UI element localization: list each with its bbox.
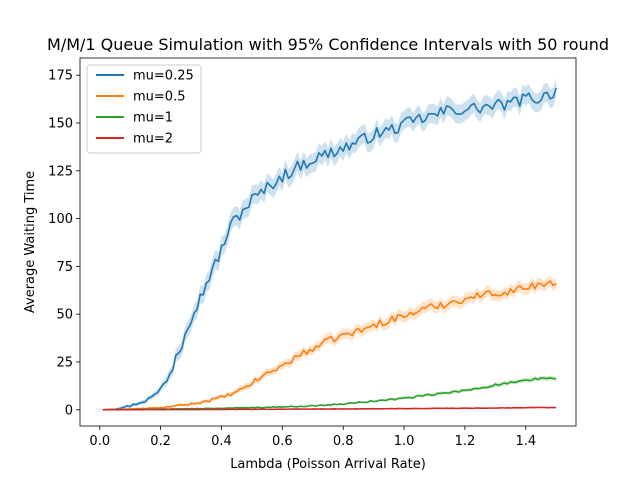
x-tick-label: 1.0 — [394, 434, 415, 449]
x-tick-label: 0.4 — [211, 434, 232, 449]
x-axis-label: Lambda (Poisson Arrival Rate) — [230, 457, 426, 472]
y-tick-label: 125 — [48, 164, 73, 179]
x-tick-label: 0.6 — [272, 434, 293, 449]
y-tick-label: 50 — [56, 308, 73, 323]
legend: mu=0.25 mu=0.5 mu=1 mu=2 — [86, 64, 202, 154]
legend-label-0: mu=0.25 — [133, 69, 194, 84]
legend-label-1: mu=0.5 — [133, 90, 185, 105]
y-axis-label: Average Waiting Time — [23, 171, 38, 313]
x-tick-label: 0.2 — [150, 434, 171, 449]
confidence-band-1 — [102, 275, 557, 410]
plot-frame — [79, 57, 577, 427]
legend-label-2: mu=1 — [133, 111, 173, 126]
x-tick-label: 1.4 — [515, 434, 536, 449]
confidence-band-0 — [102, 78, 557, 411]
y-tick-label: 25 — [56, 355, 73, 370]
series-line-3 — [102, 406, 557, 411]
series-line-1 — [102, 280, 557, 411]
x-tick-label: 0.0 — [89, 434, 110, 449]
legend-box — [86, 64, 202, 154]
x-tick-label: 0.8 — [333, 434, 354, 449]
x-axis-ticks: 0.0 0.2 0.4 0.6 0.8 1.0 1.2 1.4 — [89, 426, 536, 449]
series-line-0 — [102, 87, 557, 411]
y-tick-label: 175 — [48, 69, 73, 84]
legend-label-3: mu=2 — [133, 132, 173, 147]
y-tick-label: 150 — [48, 116, 73, 131]
y-tick-label: 0 — [65, 403, 73, 418]
x-tick-label: 1.2 — [455, 434, 476, 449]
y-axis-ticks: 0 25 50 75 100 125 150 175 — [48, 69, 80, 418]
series-lines — [102, 87, 557, 411]
y-tick-label: 75 — [56, 260, 73, 275]
y-tick-label: 100 — [48, 212, 73, 227]
chart-title: M/M/1 Queue Simulation with 95% Confiden… — [47, 35, 609, 54]
